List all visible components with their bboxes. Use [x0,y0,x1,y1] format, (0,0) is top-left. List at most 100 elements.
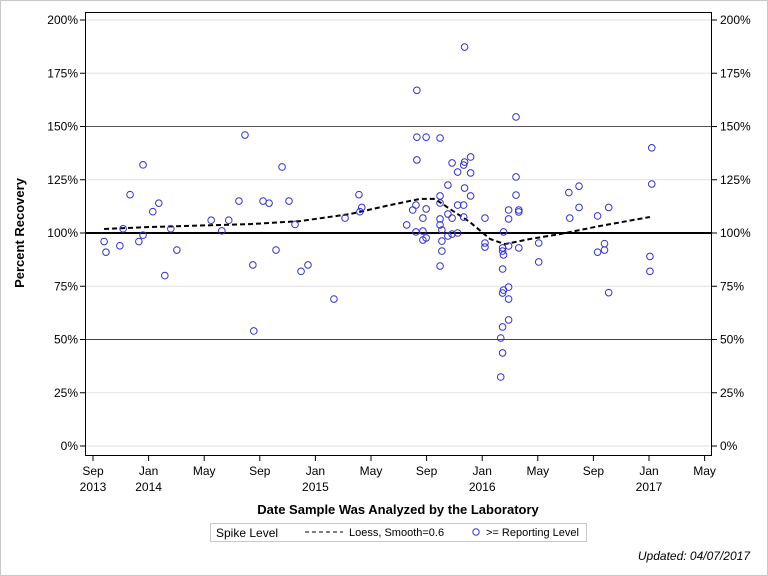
data-point [207,216,215,225]
data-point [272,246,280,254]
data-point [444,181,452,189]
data-point [512,173,520,181]
data-point [515,208,523,216]
data-point [459,161,468,169]
x-tick-label: Jan [639,464,658,478]
data-point [575,203,583,212]
data-point [496,334,505,342]
data-point [438,247,446,255]
data-point [534,258,543,266]
x-tick-label: Sep [583,464,605,478]
x-tick-label: May [526,464,549,478]
y-tick-label-right: 150% [720,120,751,134]
data-point [438,237,446,245]
data-point [135,237,143,246]
x-tick-label: Sep [249,464,271,478]
y-axis-label: Percent Recovery [12,177,27,288]
data-point [413,156,421,164]
data-point [460,158,469,166]
y-axis-right: 0% 25% 50% 75% 100% 125% 150% 175% 200% [712,13,751,453]
data-point [459,201,468,209]
x-tick-label: Sep [82,464,104,478]
data-point [515,206,523,214]
y-tick-label-right: 0% [720,439,738,453]
data-point [148,207,157,216]
legend-loess-label: Loess, Smooth=0.6 [349,527,444,539]
data-point [422,234,430,242]
data-point [436,134,444,142]
data-point [565,214,574,222]
y-tick-label-right: 75% [720,279,744,293]
y-axis-left: 0% 25% 50% 75% 100% 125% 150% 175% 200% [47,13,85,453]
data-point [139,161,147,169]
data-point [357,203,366,212]
data-point [413,133,421,141]
data-point [512,113,520,121]
data-point [600,246,609,254]
data-point [297,267,305,276]
data-point [459,213,468,221]
y-tick-label: 125% [47,173,78,187]
x-tick-label: Jan [306,464,325,478]
x-tick-label: May [193,464,216,478]
data-point [291,220,299,229]
y-tick-label: 175% [47,66,78,80]
x-tick-year: 2017 [636,480,663,494]
data-point [512,191,520,199]
data-point [413,86,421,95]
data-point [167,224,175,233]
data-point [154,199,163,207]
data-point [565,188,573,197]
data-point [265,199,273,207]
data-point [593,212,602,220]
legend-box [210,523,587,542]
data-point [218,227,226,235]
scatter-series [100,43,656,381]
data-point [341,214,349,222]
data-point [498,323,507,331]
y-tick-label: 200% [47,13,78,27]
data-point [496,373,505,381]
data-point [249,261,257,269]
data-point [453,168,462,176]
data-point [436,262,444,270]
data-point [412,201,420,209]
y-tick-label: 150% [47,120,78,134]
x-tick-label: Sep [416,464,438,478]
data-point [647,180,656,188]
y-tick-label: 0% [61,439,79,453]
y-tick-label: 75% [54,279,78,293]
x-tick-label: Jan [139,464,158,478]
data-point [161,271,169,280]
data-point [498,349,507,357]
data-point [604,288,613,297]
data-point [102,248,110,256]
data-point [647,144,656,152]
data-point [448,159,456,167]
data-point [436,215,444,223]
data-point [235,197,243,205]
x-axis-label: Date Sample Was Analyzed by the Laborato… [257,502,539,517]
data-point [466,153,475,161]
data-point [448,230,456,238]
x-tick-year: 2013 [80,480,107,494]
data-point [498,289,507,297]
data-point [504,295,513,303]
data-point [604,203,613,212]
data-point [466,192,475,200]
data-point [453,201,462,209]
data-point [444,232,452,240]
legend-marker-label: >= Reporting Level [486,527,579,539]
data-point [278,163,286,171]
data-point [438,226,446,234]
data-point [499,228,508,236]
data-point [285,197,293,205]
data-point [173,246,181,254]
data-point [241,131,249,139]
x-tick-label: May [693,464,716,478]
data-point [460,43,469,51]
data-point [100,237,108,246]
data-point [422,133,430,141]
data-point [139,231,147,239]
